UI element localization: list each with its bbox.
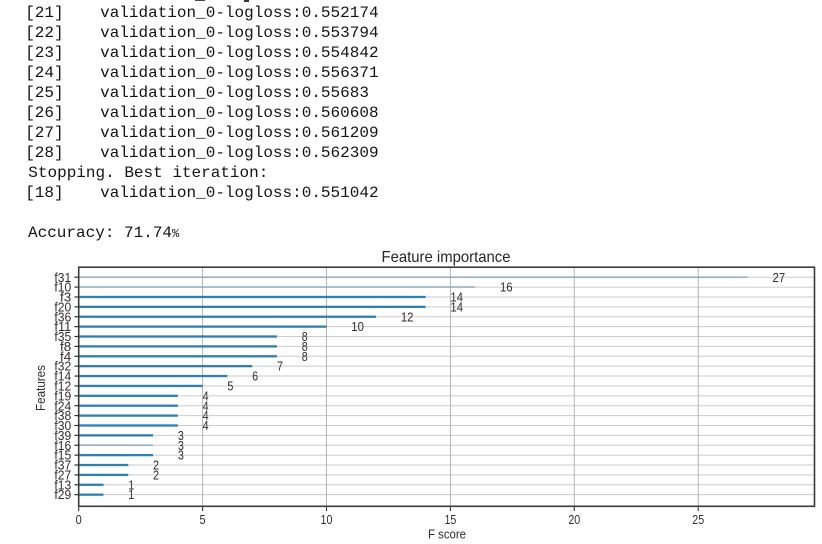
svg-text:20: 20	[568, 512, 580, 527]
svg-text:14: 14	[450, 299, 463, 314]
svg-text:6: 6	[252, 369, 258, 384]
svg-text:5: 5	[227, 378, 233, 393]
svg-text:f4: f4	[60, 349, 71, 364]
svg-text:7: 7	[277, 359, 283, 374]
svg-text:3: 3	[178, 448, 184, 463]
svg-text:4: 4	[203, 388, 209, 403]
svg-text:f36: f36	[54, 309, 71, 324]
svg-text:15: 15	[444, 512, 456, 527]
svg-text:8: 8	[302, 339, 308, 354]
svg-text:F score: F score	[428, 527, 466, 542]
svg-text:2: 2	[153, 458, 159, 473]
svg-text:f14: f14	[54, 369, 71, 384]
svg-text:f27: f27	[54, 467, 71, 482]
svg-text:f32: f32	[54, 359, 71, 374]
svg-text:8: 8	[302, 329, 308, 344]
svg-text:5: 5	[200, 512, 206, 527]
svg-text:f3: f3	[60, 290, 71, 305]
svg-text:f8: f8	[60, 339, 71, 354]
svg-text:f29: f29	[54, 487, 71, 502]
svg-text:0: 0	[76, 512, 82, 527]
svg-text:f35: f35	[54, 329, 71, 344]
svg-text:4: 4	[203, 418, 209, 433]
svg-text:f37: f37	[54, 458, 71, 473]
svg-text:1: 1	[128, 487, 134, 502]
svg-text:f10: f10	[54, 280, 71, 295]
svg-text:27: 27	[773, 270, 786, 285]
svg-text:12: 12	[401, 309, 414, 324]
svg-text:f13: f13	[54, 477, 71, 492]
svg-text:1: 1	[128, 477, 134, 492]
svg-text:2: 2	[153, 467, 159, 482]
svg-text:f19: f19	[54, 388, 71, 403]
svg-text:8: 8	[302, 349, 308, 364]
svg-text:25: 25	[692, 512, 704, 527]
svg-text:4: 4	[203, 398, 209, 413]
svg-text:f15: f15	[54, 448, 71, 463]
svg-text:Feature importance: Feature importance	[382, 249, 511, 266]
svg-text:10: 10	[321, 512, 333, 527]
svg-text:f12: f12	[54, 378, 71, 393]
svg-text:f16: f16	[54, 438, 71, 453]
svg-text:f30: f30	[54, 418, 71, 433]
svg-text:Features: Features	[33, 365, 48, 411]
svg-text:f38: f38	[54, 408, 71, 423]
svg-text:4: 4	[203, 408, 209, 423]
svg-text:f24: f24	[54, 398, 71, 413]
svg-text:3: 3	[178, 428, 184, 443]
svg-text:14: 14	[450, 290, 463, 305]
svg-text:3: 3	[178, 438, 184, 453]
svg-text:f11: f11	[54, 319, 71, 334]
svg-text:16: 16	[500, 280, 513, 295]
svg-text:10: 10	[351, 319, 364, 334]
svg-text:f39: f39	[54, 428, 71, 443]
svg-text:f31: f31	[54, 270, 71, 285]
svg-text:f20: f20	[54, 299, 71, 314]
